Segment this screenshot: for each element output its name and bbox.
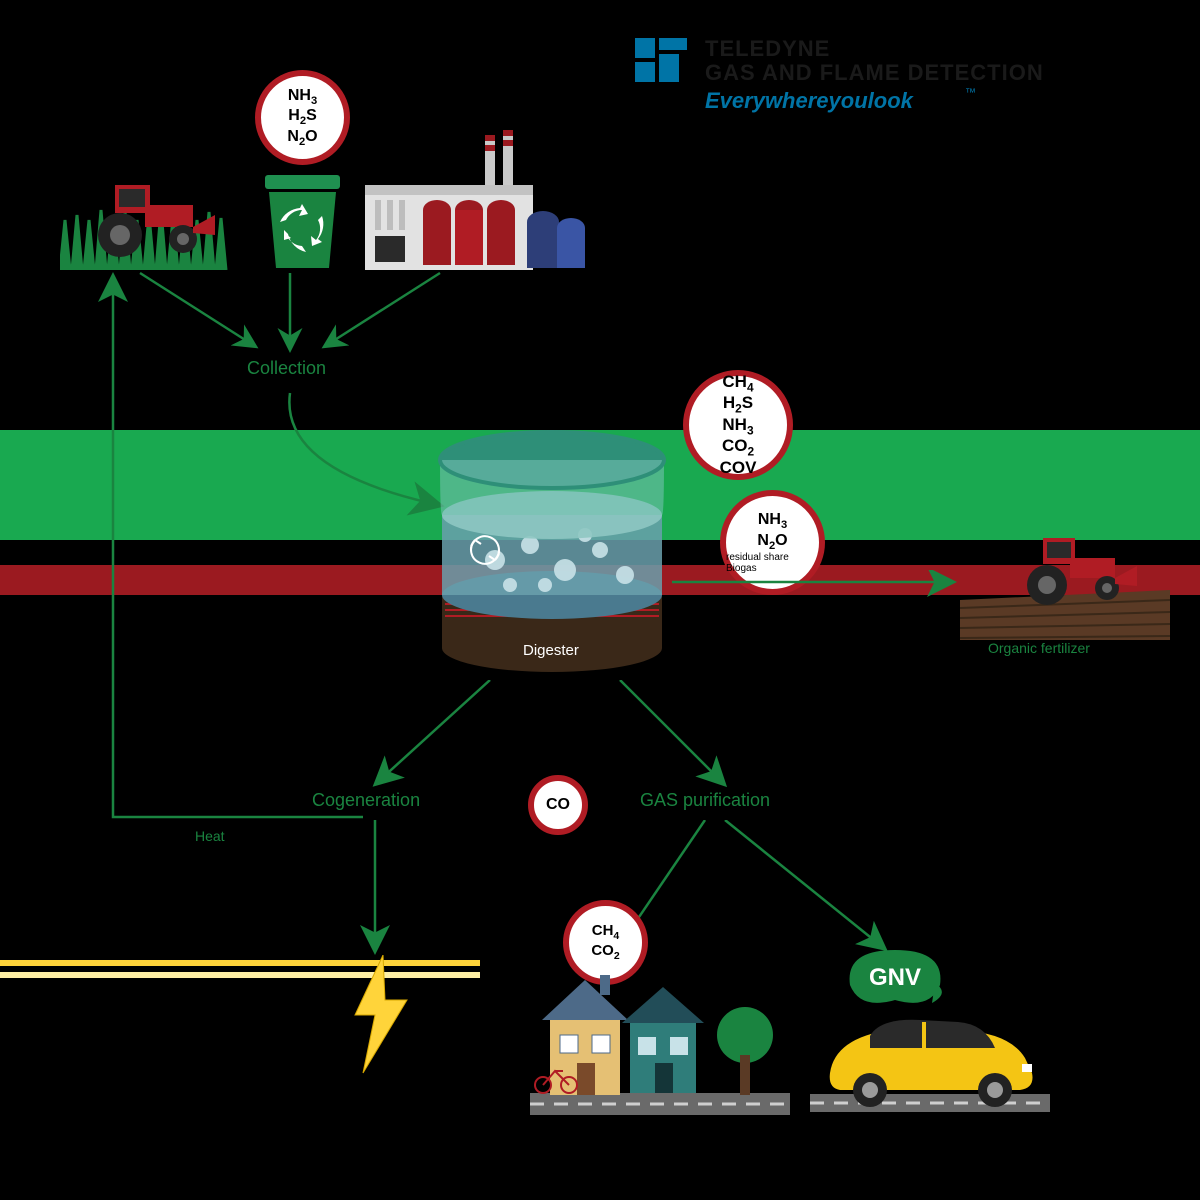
label-heat: Heat — [195, 828, 225, 844]
electricity-icon — [335, 955, 425, 1080]
teledyne-logo: TELEDYNE GAS AND FLAME DETECTION Everywh… — [635, 30, 1155, 120]
houses-icon — [530, 965, 790, 1120]
label-organic-fertilizer: Organic fertilizer — [988, 640, 1090, 656]
recycle-bin-icon — [255, 170, 350, 275]
fertilizer-icon — [960, 530, 1170, 645]
car-icon — [810, 1008, 1050, 1118]
digester-icon — [435, 420, 670, 680]
logo-line2: GAS AND FLAME DETECTION — [705, 60, 1044, 85]
farm-tractor-icon — [60, 160, 230, 275]
logo-line1: TELEDYNE — [705, 36, 830, 61]
gas-badge-digester-a: CH4H2SNH3CO2COV — [683, 370, 793, 480]
arrow-heat-loop — [98, 272, 378, 852]
label-gas-purification: GAS purification — [640, 790, 770, 811]
logo-tagline: Everywhereyoulook — [705, 88, 915, 113]
gnv-text: GNV — [869, 964, 921, 991]
factory-icon — [365, 130, 585, 275]
label-digester: Digester — [523, 642, 579, 659]
logo-tagline-tm: ™ — [965, 87, 976, 99]
gas-badge-top: NH3 H2S N2O — [255, 70, 350, 165]
arrow-digester-fertilizer — [672, 570, 962, 600]
